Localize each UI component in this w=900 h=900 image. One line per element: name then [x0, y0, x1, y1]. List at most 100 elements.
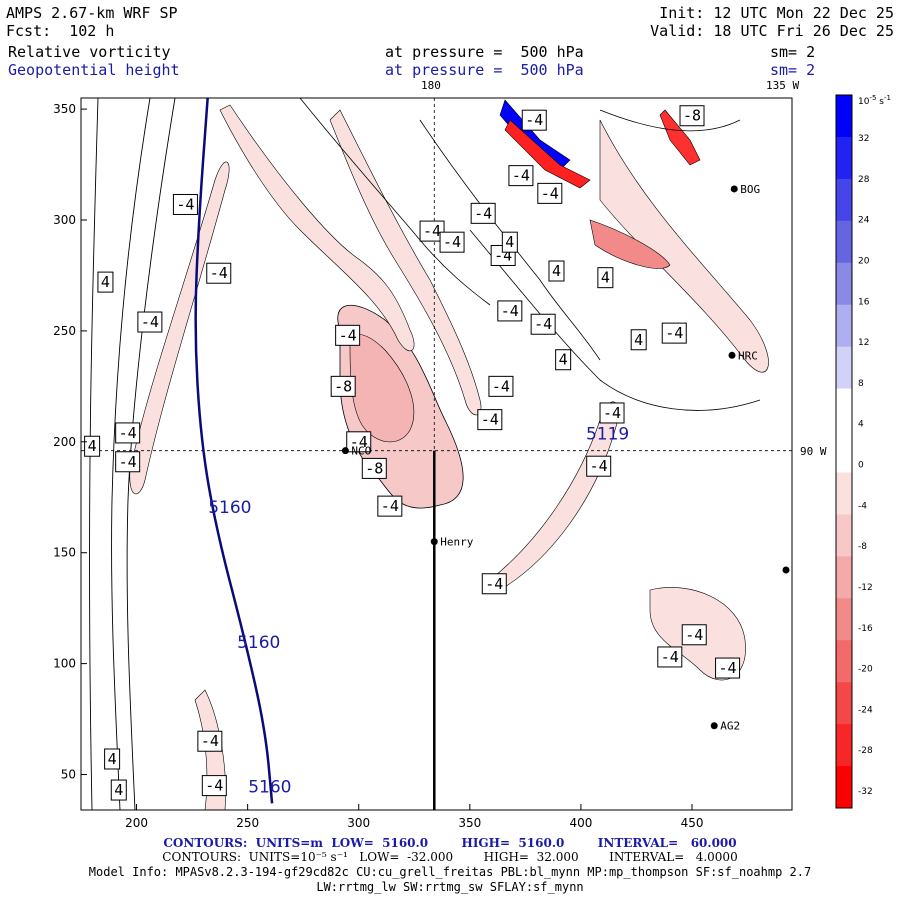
colorbar-segment-10 — [836, 514, 852, 557]
vorticity-label-neg-3-text: -4 — [176, 195, 194, 213]
colorbar-segment-15 — [836, 724, 852, 767]
vorticity-label-pos-8-text: 4 — [114, 781, 123, 799]
vorticity-label-neg-30-text: -8 — [365, 459, 383, 477]
colorbar-segment-16 — [836, 766, 852, 809]
vorticity-label-pos-2-text: 4 — [101, 273, 110, 291]
vorticity-label-pos-0-box — [501, 231, 518, 253]
colorbar-tick-0: 32 — [858, 134, 869, 144]
vorticity-label-neg-12: -4 — [335, 324, 361, 346]
vorticity-shade-ne — [589, 219, 671, 269]
colorbar-tick-16: -32 — [858, 787, 873, 797]
vorticity-label-pos-7-text: 4 — [108, 750, 117, 768]
colorbar-tick-2: 24 — [858, 216, 870, 226]
vorticity-label-neg-11: -4 — [530, 313, 556, 335]
y-tick-label-350: 350 — [53, 102, 76, 116]
vorticity-label-neg-4-box — [470, 202, 496, 224]
vorticity-label-pos-0-text: 4 — [505, 233, 514, 251]
colorbar: 32 28 24 20 16 12 8 4 0 -4 -8 -12 -16 -20 -24 -28 -32 10-… — [835, 94, 891, 809]
vorticity-label-neg-11-text: -4 — [534, 315, 552, 333]
vorticity-label-pos-1: 4 — [548, 260, 565, 282]
station-label-ag2: AG2 — [720, 720, 740, 733]
station-marker-hrc — [728, 351, 736, 359]
vorticity-label-neg-27: -4 — [201, 775, 227, 797]
vorticity-label-neg-9-box — [497, 300, 523, 322]
vorticity-label-neg-9-text: -4 — [501, 302, 519, 320]
vorticity-label-neg-26: -4 — [197, 730, 223, 752]
colorbar-segment-8 — [836, 430, 852, 473]
station-marker-nco — [341, 447, 349, 455]
vorticity-label-neg-5-text: -4 — [423, 222, 441, 240]
vorticity-label-neg-28-text: -8 — [683, 107, 701, 125]
y-tick-label-250: 250 — [53, 324, 76, 338]
vorticity-label-neg-4-text: -4 — [474, 204, 492, 222]
vorticity-label-pos-1-box — [548, 260, 565, 282]
colorbar-tick-7: 4 — [858, 420, 864, 430]
vorticity-label-pos-1-text: 4 — [552, 262, 561, 280]
colorbar-tick-5: 12 — [858, 338, 869, 348]
vorticity-label-neg-13-box — [661, 322, 687, 344]
header-forecast: Fcst: 102 h — [6, 22, 115, 40]
colorbar-tick-10: -8 — [858, 542, 867, 552]
x-tick-label-300: 300 — [347, 816, 370, 830]
pressure-label-1: at pressure = 500 hPa — [385, 43, 584, 61]
vorticity-label-pos-7: 4 — [104, 748, 121, 770]
vorticity-label-neg-20-text: -4 — [590, 457, 608, 475]
vorticity-label-neg-15: -4 — [599, 402, 625, 424]
colorbar-segment-0 — [836, 95, 852, 138]
colorbar-tick-3: 20 — [858, 256, 870, 266]
vorticity-label-neg-17: -4 — [115, 422, 141, 444]
x-tick-label-350: 350 — [458, 816, 481, 830]
station-marker-henry — [430, 538, 438, 546]
vorticity-label-neg-5: -4 — [419, 220, 445, 242]
vorticity-label-neg-14-text: -4 — [492, 377, 510, 395]
vorticity-label-neg-23: -4 — [681, 624, 707, 646]
vorticity-shade-top-c — [659, 109, 701, 166]
vorticity-label-neg-8: -4 — [206, 262, 232, 284]
contour-west-3 — [89, 98, 99, 810]
header-init: Init: 12 UTC Mon 22 Dec 25 — [659, 4, 894, 22]
colorbar-segment-1 — [836, 136, 852, 180]
contour-mid-3 — [469, 229, 761, 411]
vorticity-label-neg-13-text: -4 — [665, 324, 683, 342]
vorticity-label-neg-2-text: -4 — [541, 184, 559, 202]
contour-mid-2 — [419, 119, 601, 361]
colorbar-tick-12: -16 — [858, 624, 873, 634]
vorticity-label-neg-5-box — [419, 220, 445, 242]
vorticity-label-neg-0-text: -4 — [525, 111, 543, 129]
station-marker-edge — [782, 566, 790, 574]
vorticity-label-pos-3-box — [597, 267, 614, 289]
header-valid: Valid: 18 UTC Fri 26 Dec 25 — [650, 22, 894, 40]
contour-ne-1 — [599, 109, 741, 132]
vorticity-label-neg-20-box — [586, 455, 612, 477]
vorticity-label-neg-25-box — [715, 657, 741, 679]
vorticity-label-pos-2-box — [97, 271, 114, 293]
vorticity-label-neg-25: -4 — [715, 657, 741, 679]
colorbar-tick-9: -4 — [858, 501, 867, 511]
colorbar-tick-4: 16 — [858, 297, 870, 307]
vorticity-label-neg-28: -8 — [679, 105, 705, 127]
colorbar-segment-5 — [836, 304, 852, 348]
vorticity-label-pos-5-box — [630, 329, 647, 351]
station-layer: BOG HRC NCO Henry AG2 — [341, 183, 790, 733]
contour-mid-1 — [299, 98, 491, 306]
vorticity-label-pos-5-text: 4 — [634, 331, 643, 349]
vorticity-label-neg-26-box — [197, 730, 223, 752]
station-label-hrc: HRC — [738, 349, 758, 362]
vorticity-label-neg-6-text: -4 — [443, 233, 461, 251]
vorticity-label-neg-13: -4 — [661, 322, 687, 344]
vorticity-label-neg-18-text: -4 — [350, 433, 368, 451]
colorbar-segment-4 — [836, 262, 852, 306]
height-label-5119: 5119 — [586, 425, 629, 445]
vorticity-shade-band1 — [219, 104, 415, 352]
vorticity-label-neg-27-box — [201, 775, 227, 797]
vorticity-label-neg-21: -4 — [377, 495, 403, 517]
vorticity-label-pos-2: 4 — [97, 271, 114, 293]
vorticity-label-neg-6-box — [439, 231, 465, 253]
vorticity-label-pos-8-box — [110, 779, 127, 801]
footer-vorticity-contours: CONTOURS: UNITS=10⁻⁵ s⁻¹ LOW= -32.000 HI… — [162, 850, 738, 864]
vorticity-label-pos-8: 4 — [110, 779, 127, 801]
colorbar-tick-8: 0 — [858, 461, 864, 471]
y-tick-label-150: 150 — [53, 546, 76, 560]
vorticity-label-neg-22: -4 — [481, 573, 507, 595]
